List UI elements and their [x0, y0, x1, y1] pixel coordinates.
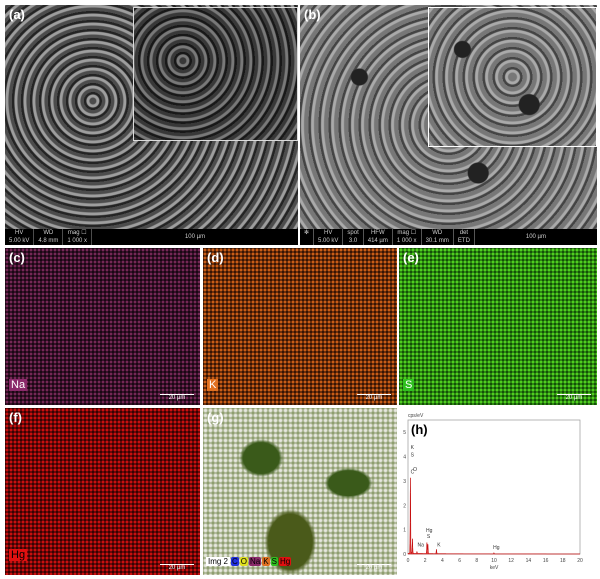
y-tick-label: 0	[403, 552, 406, 558]
hfw: 414 µm	[367, 238, 388, 244]
element-legend: Img 2 C O Na K S Hg	[206, 557, 292, 566]
det: ETD	[457, 238, 470, 244]
y-tick-label: 5	[403, 430, 406, 436]
x-tick-label: 10	[491, 558, 497, 564]
x-axis-label: keV	[490, 565, 499, 571]
legend-item-c: C	[231, 557, 239, 566]
panel-label: (f)	[9, 410, 22, 425]
element-label: Hg	[9, 549, 28, 561]
hfw-label: HFW	[370, 230, 385, 236]
inset-image	[133, 7, 298, 141]
hv: 5.00 kV	[318, 238, 339, 244]
panel-a-sem: (a) HV 5.00 kV WD 4.8 mm mag ☐ 1 000 x 100 …	[5, 5, 298, 245]
element-label: K	[207, 379, 219, 391]
legend-item-hg: Hg	[278, 557, 292, 566]
plot-frame	[407, 419, 581, 555]
hv-label: HV	[15, 230, 24, 236]
scale-bar: 100 µm	[184, 234, 206, 240]
element-label: Na	[9, 379, 28, 391]
eds-spectrum-chart: 0 2 4 6 8 10 12 14 16 18 20012345keVcps/eVKSCONaHg…	[403, 413, 583, 571]
y-tick-label: 1	[403, 528, 406, 534]
fei-logo-icon: ✻	[300, 229, 315, 245]
mag: 1 000 x	[396, 238, 417, 244]
panel-f-hg-map: (f) Hg 20 µm	[5, 408, 200, 575]
hv-label: HV	[324, 230, 333, 236]
scale-bar: 20 µm	[160, 564, 194, 571]
x-tick-label: 16	[543, 558, 549, 564]
x-tick-label: 6	[458, 558, 461, 564]
x-tick-label: 4	[441, 558, 444, 564]
panel-label: (a)	[9, 7, 25, 22]
panel-h-eds-spectrum: 0 2 4 6 8 10 12 14 16 18 20 0 1 2 3 4 5 keV cps/eV K S C O Na Hg…	[399, 408, 597, 575]
scale-bar: 100 µm	[525, 234, 547, 240]
wd-label: WD	[43, 230, 54, 236]
panel-label: (b)	[304, 7, 321, 22]
y-tick-label: 3	[403, 479, 406, 485]
x-tick-label: 8	[475, 558, 478, 564]
spot-label: spot	[347, 230, 359, 236]
panel-b-sem: (b) ✻ HV 5.00 kV spot 3.0 HFW 414 µm mag ☐ 1…	[300, 5, 597, 245]
peak-label: C	[411, 470, 415, 476]
inset-image	[428, 7, 597, 147]
peak-label: K	[411, 445, 415, 451]
peak-label: Na	[417, 543, 424, 549]
x-tick-label: 0	[407, 558, 410, 564]
wd: 4.8 mm	[38, 238, 59, 244]
mag-label: mag ☐	[397, 230, 417, 236]
panel-label: (c)	[9, 250, 25, 265]
y-tick-label: 4	[403, 455, 406, 461]
y-axis-label: cps/eV	[408, 413, 424, 419]
peak-label: K	[437, 543, 441, 549]
peak-label: Hg	[493, 545, 500, 551]
x-tick-label: 2	[424, 558, 427, 564]
sem-info-bar: ✻ HV 5.00 kV spot 3.0 HFW 414 µm mag ☐ 1 000…	[300, 229, 597, 245]
panel-label: (h)	[411, 422, 428, 437]
panel-label: (d)	[207, 250, 224, 265]
scale-bar: 20 µm	[357, 394, 391, 401]
peak-label: S	[427, 534, 431, 540]
legend-item-na: Na	[249, 557, 262, 566]
y-tick-label: 2	[403, 503, 406, 509]
legend-item-s: S	[270, 557, 278, 566]
scale-bar: 20 µm	[357, 564, 391, 571]
panel-e-s-map: (e) S 20 µm	[399, 248, 597, 405]
panel-label: (e)	[403, 250, 419, 265]
panel-label: (g)	[207, 410, 224, 425]
det-label: det	[459, 230, 469, 236]
legend-title: Img 2	[206, 557, 231, 566]
scale-bar: 20 µm	[557, 394, 591, 401]
legend-item-k: K	[262, 557, 270, 566]
x-tick-label: 12	[508, 558, 514, 564]
sem-info-bar: HV 5.00 kV WD 4.8 mm mag ☐ 1 000 x 100 µm	[5, 229, 298, 245]
mag: 1 000 x	[67, 238, 88, 244]
peak-label: Hg	[426, 528, 433, 534]
mag-label: mag ☐	[67, 230, 87, 236]
legend-item-o: O	[239, 557, 249, 566]
x-tick-label: 14	[526, 558, 532, 564]
panel-g-overlay-map: (g) Img 2 C O Na K S Hg 20 µm	[203, 408, 397, 575]
peak-label: O	[413, 467, 417, 473]
peak-label: S	[411, 453, 415, 459]
scale-bar: 20 µm	[160, 394, 194, 401]
spectrum-line	[407, 477, 580, 555]
panel-c-na-map: (c) Na 20 µm	[5, 248, 200, 405]
wd-label: WD	[432, 230, 443, 236]
x-tick-label: 18	[560, 558, 566, 564]
x-tick-label: 20	[577, 558, 583, 564]
spot: 3.0	[348, 238, 358, 244]
hv: 5.00 kV	[9, 238, 30, 244]
element-label: S	[403, 379, 415, 391]
panel-d-k-map: (d) K 20 µm	[203, 248, 397, 405]
wd: 30.1 mm	[425, 238, 449, 244]
